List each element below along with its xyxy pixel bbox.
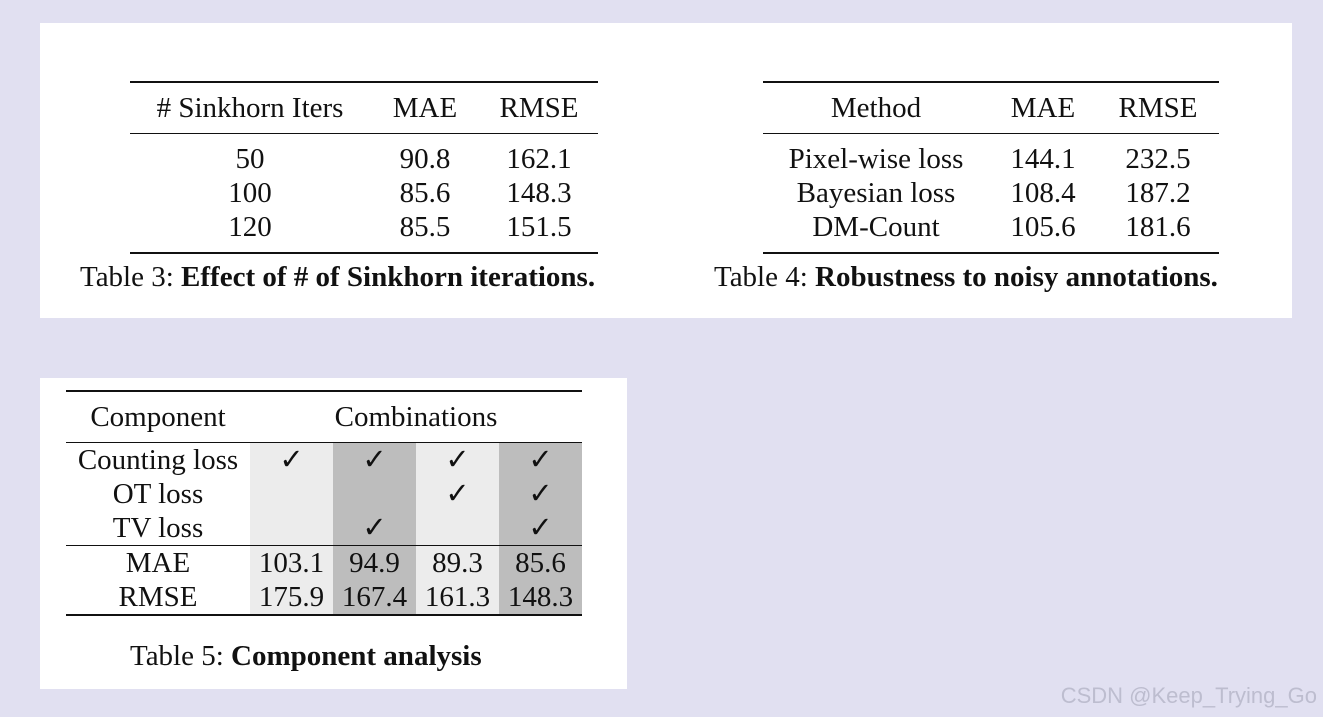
bottom-figure-panel: Component Combinations Counting loss ✓ ✓… (40, 378, 627, 689)
table-cell: 148.3 (506, 177, 572, 209)
row-label: RMSE (118, 581, 198, 613)
caption-text: Robustness to noisy annotations. (815, 261, 1218, 293)
table-3-caption: Table 3: Effect of # of Sinkhorn iterati… (80, 261, 595, 294)
caption-text: Effect of # of Sinkhorn iterations. (181, 261, 596, 293)
caption-text: Component analysis (231, 640, 482, 672)
table-row: Bayesian loss 108.4 187.2 (763, 176, 1219, 210)
check-cell: ✓ (499, 477, 582, 511)
table-cell: 108.4 (1010, 177, 1076, 209)
check-cell: ✓ (333, 442, 416, 477)
check-cell (333, 477, 416, 511)
watermark: CSDN @Keep_Trying_Go (1060, 683, 1317, 708)
column-header: Method (830, 92, 922, 124)
table-cell-best: 181.6 (1125, 211, 1191, 243)
row-label: OT loss (112, 478, 204, 510)
table-row: TV loss ✓ ✓ (66, 511, 582, 546)
table-row: RMSE 175.9 167.4 161.3 148.3 (66, 580, 582, 615)
caption-label: Table 3: (80, 261, 174, 293)
metric-cell: 85.6 (499, 545, 582, 580)
table-cell: 162.1 (506, 143, 572, 175)
top-figure-panel: # Sinkhorn Iters MAE RMSE 50 90.8 162.1 … (40, 23, 1292, 318)
table-4: Method MAE RMSE Pixel-wise loss 144.1 23… (763, 81, 1219, 254)
table-cell: 100 (228, 177, 272, 209)
check-cell: ✓ (333, 511, 416, 546)
check-cell: ✓ (416, 477, 499, 511)
metric-cell: 167.4 (333, 580, 416, 615)
table-cell: 120 (228, 211, 272, 243)
table-cell: Pixel-wise loss (788, 143, 964, 175)
column-header: RMSE (499, 92, 579, 124)
row-label: Counting loss (77, 444, 239, 476)
table-cell: 85.6 (399, 177, 451, 209)
column-header: Combinations (334, 401, 498, 433)
table-cell: 85.5 (399, 211, 451, 243)
column-header: RMSE (1118, 92, 1198, 124)
table-row: Counting loss ✓ ✓ ✓ ✓ (66, 442, 582, 477)
metric-cell: 148.3 (499, 580, 582, 615)
table-row: MAE 103.1 94.9 89.3 85.6 (66, 545, 582, 580)
metric-cell: 161.3 (416, 580, 499, 615)
table-header-row: Method MAE RMSE (763, 82, 1219, 134)
table-header-row: Component Combinations (66, 391, 582, 443)
table-3: # Sinkhorn Iters MAE RMSE 50 90.8 162.1 … (130, 81, 598, 254)
table-row: Pixel-wise loss 144.1 232.5 (763, 133, 1219, 177)
table-5: Component Combinations Counting loss ✓ ✓… (66, 390, 582, 617)
check-cell: ✓ (250, 442, 333, 477)
check-cell (250, 511, 333, 546)
column-header: # Sinkhorn Iters (156, 92, 344, 124)
table-cell: 151.5 (506, 211, 572, 243)
check-cell (416, 511, 499, 546)
metric-cell: 103.1 (250, 545, 333, 580)
table-cell: 187.2 (1125, 177, 1191, 209)
caption-label: Table 5: (130, 640, 224, 672)
table-cell: DM-Count (812, 211, 940, 243)
table-cell-best: 105.6 (1010, 211, 1076, 243)
metric-cell: 89.3 (416, 545, 499, 580)
column-header: MAE (1010, 92, 1076, 124)
table-5-caption: Table 5: Component analysis (130, 640, 482, 673)
table-row: DM-Count 105.6 181.6 (763, 210, 1219, 253)
column-header: MAE (392, 92, 458, 124)
table-row: 100 85.6 148.3 (130, 176, 598, 210)
check-cell: ✓ (416, 442, 499, 477)
table-row: 120 85.5 151.5 (130, 210, 598, 253)
table-cell: 144.1 (1010, 143, 1076, 175)
table-row: OT loss ✓ ✓ (66, 477, 582, 511)
table-row: 50 90.8 162.1 (130, 133, 598, 177)
table-bottom-rule (66, 615, 582, 617)
column-header: Component (90, 401, 226, 433)
table-cell: 232.5 (1125, 143, 1191, 175)
caption-label: Table 4: (714, 261, 808, 293)
table-cell: 90.8 (399, 143, 451, 175)
table-cell: Bayesian loss (796, 177, 956, 209)
row-label: MAE (125, 547, 191, 579)
table-header-row: # Sinkhorn Iters MAE RMSE (130, 82, 598, 134)
table-4-caption: Table 4: Robustness to noisy annotations… (714, 261, 1218, 294)
row-label: TV loss (112, 512, 204, 544)
metric-cell: 175.9 (250, 580, 333, 615)
check-cell: ✓ (499, 511, 582, 546)
table-cell: 50 (235, 143, 265, 175)
check-cell (250, 477, 333, 511)
check-cell: ✓ (499, 442, 582, 477)
metric-cell: 94.9 (333, 545, 416, 580)
